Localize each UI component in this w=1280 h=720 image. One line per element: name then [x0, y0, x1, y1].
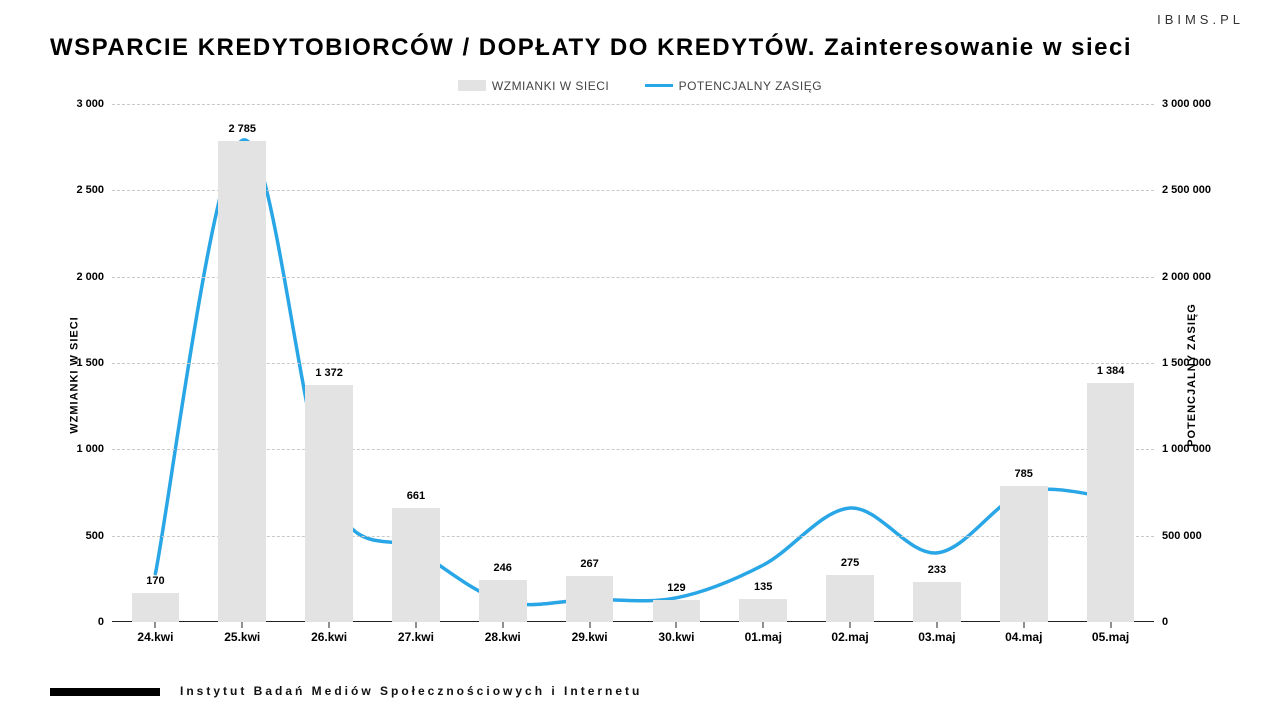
xtick-mark: [850, 622, 851, 628]
gridline: [112, 190, 1154, 191]
bar: 135: [739, 599, 787, 622]
y-axis-right-label: POTENCJALNY ZASIĘG: [1186, 303, 1198, 447]
ytick-right: 500 000: [1162, 530, 1202, 542]
bar: 275: [826, 575, 874, 622]
ytick-left: 0: [98, 616, 104, 628]
xtick-mark: [242, 622, 243, 628]
page-root: IBIMS.PL WSPARCIE KREDYTOBIORCÓW / DOPŁA…: [0, 0, 1280, 720]
xtick-mark: [1023, 622, 1024, 628]
footer-accent-bar: [50, 688, 160, 696]
xtick-label: 24.kwi: [137, 630, 173, 644]
gridline: [112, 536, 1154, 537]
bar-value-label: 267: [566, 558, 614, 570]
gridline: [112, 104, 1154, 105]
plot-area: WZMIANKI W SIECI POTENCJALNY ZASIĘG 0050…: [50, 100, 1230, 650]
gridline: [112, 449, 1154, 450]
footer-institute-label: Instytut Badań Mediów Społecznościowych …: [180, 684, 642, 698]
bar-value-label: 2 785: [218, 123, 266, 135]
ytick-right: 2 500 000: [1162, 184, 1211, 196]
xtick-mark: [676, 622, 677, 628]
xtick-label: 28.kwi: [485, 630, 521, 644]
xtick-label: 26.kwi: [311, 630, 347, 644]
xtick-mark: [329, 622, 330, 628]
xtick-mark: [1110, 622, 1111, 628]
bar-value-label: 135: [739, 581, 787, 593]
bar-value-label: 1 384: [1087, 365, 1135, 377]
page-title: WSPARCIE KREDYTOBIORCÓW / DOPŁATY DO KRE…: [50, 34, 1132, 62]
legend-line-label: POTENCJALNY ZASIĘG: [679, 79, 822, 93]
bar-value-label: 129: [653, 582, 701, 594]
bar: 2 785: [218, 141, 266, 622]
ytick-right: 3 000 000: [1162, 98, 1211, 110]
bar: 267: [566, 576, 614, 622]
xtick-mark: [763, 622, 764, 628]
bar-value-label: 246: [479, 562, 527, 574]
bar-value-label: 1 372: [305, 367, 353, 379]
xtick-mark: [936, 622, 937, 628]
brand-top-label: IBIMS.PL: [1157, 12, 1244, 27]
xtick-label: 27.kwi: [398, 630, 434, 644]
ytick-left: 500: [86, 530, 104, 542]
bar: 246: [479, 580, 527, 622]
xtick-label: 29.kwi: [572, 630, 608, 644]
xtick-mark: [155, 622, 156, 628]
xtick-label: 01.maj: [745, 630, 782, 644]
xtick-label: 03.maj: [918, 630, 955, 644]
xtick-label: 02.maj: [831, 630, 868, 644]
bar-value-label: 661: [392, 490, 440, 502]
xtick-mark: [415, 622, 416, 628]
bar-value-label: 275: [826, 557, 874, 569]
bar-value-label: 233: [913, 564, 961, 576]
ytick-left: 1 000: [76, 443, 104, 455]
xtick-label: 30.kwi: [658, 630, 694, 644]
bar: 1 384: [1087, 383, 1135, 622]
bar-value-label: 785: [1000, 468, 1048, 480]
legend-swatch-line-icon: [645, 84, 673, 87]
chart-legend: WZMIANKI W SIECI POTENCJALNY ZASIĘG: [0, 78, 1280, 93]
xtick-label: 25.kwi: [224, 630, 260, 644]
bar: 661: [392, 508, 440, 622]
ytick-left: 2 000: [76, 271, 104, 283]
ytick-right: 0: [1162, 616, 1168, 628]
bar: 1 372: [305, 385, 353, 622]
xtick-label: 05.maj: [1092, 630, 1129, 644]
bar: 170: [132, 593, 180, 622]
y-axis-left-label: WZMIANKI W SIECI: [69, 316, 81, 433]
legend-swatch-bar-icon: [458, 80, 486, 91]
bar: 233: [913, 582, 961, 622]
ytick-right: 2 000 000: [1162, 271, 1211, 283]
bar: 129: [653, 600, 701, 622]
ytick-left: 3 000: [76, 98, 104, 110]
ytick-left: 1 500: [76, 357, 104, 369]
ytick-left: 2 500: [76, 184, 104, 196]
ytick-right: 1 500 000: [1162, 357, 1211, 369]
bar: 785: [1000, 486, 1048, 622]
gridline: [112, 363, 1154, 364]
legend-bar-label: WZMIANKI W SIECI: [492, 79, 609, 93]
xtick-mark: [589, 622, 590, 628]
bar-value-label: 170: [132, 575, 180, 587]
chart-canvas: 00500500 0001 0001 000 0001 5001 500 000…: [112, 104, 1154, 622]
ytick-right: 1 000 000: [1162, 443, 1211, 455]
xtick-label: 04.maj: [1005, 630, 1042, 644]
xtick-mark: [502, 622, 503, 628]
gridline: [112, 277, 1154, 278]
